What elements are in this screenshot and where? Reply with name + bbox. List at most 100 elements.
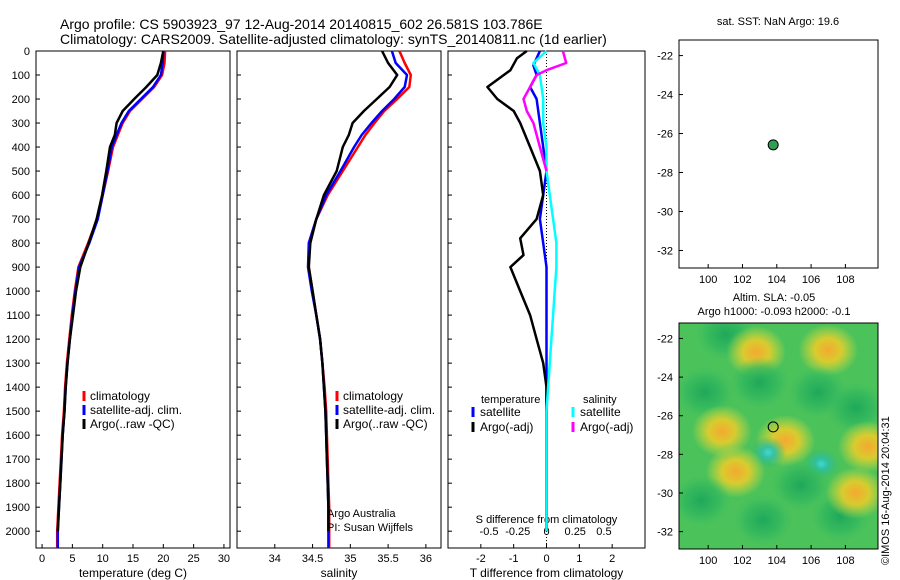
temperature-xtick-label: 5 [69, 553, 75, 565]
sla-map-ytick-label: -32 [657, 527, 673, 539]
sla-map-anomaly-blob [825, 466, 878, 519]
argo-australia-note: Argo Australia [327, 508, 396, 520]
sla-map-field [679, 323, 878, 547]
temperature-xtick-label: 15 [127, 553, 139, 565]
sst-map-xtick-label: 106 [802, 274, 820, 286]
sla-map-anomaly-blob [770, 459, 831, 512]
sst-map-title: sat. SST: NaN Argo: 19.6 [717, 16, 839, 28]
sla-map-anomaly-blob [837, 420, 878, 473]
depth-tick-label: 1700 [6, 454, 30, 466]
sla-map-subtitle: Argo h1000: -0.093 h2000: -0.1 [698, 306, 851, 318]
depth-tick-label: 1400 [6, 382, 30, 394]
sla-map-xtick-label: 104 [768, 555, 786, 567]
depth-tick-label: 1000 [6, 286, 30, 298]
depth-tick-label: 500 [12, 166, 30, 178]
sla-map-ytick-label: -22 [657, 333, 673, 345]
sst-map-background [679, 40, 878, 268]
sla-map-ytick-label: -28 [657, 449, 673, 461]
sla-map-xtick-label: 106 [802, 555, 820, 567]
temperature-legend-label: satellite-adj. clim. [90, 403, 182, 417]
sst-map-ytick-label: -26 [657, 129, 673, 141]
difference-series-line [522, 50, 568, 172]
sla-map-ytick-label: -26 [657, 411, 673, 423]
sst-map-xtick-label: 108 [836, 274, 854, 286]
salinity-xtick-label: 35.5 [377, 553, 398, 565]
salinity-axis-label: salinity [321, 566, 358, 580]
salinity-xtick-label: 36 [420, 553, 432, 565]
depth-tick-label: 1100 [6, 310, 30, 322]
difference-legend-label: Argo(-adj) [580, 420, 633, 434]
difference-xtick-label: -2 [476, 553, 486, 565]
depth-tick-label: 300 [12, 118, 30, 130]
depth-tick-label: 900 [12, 262, 30, 274]
salinity-legend-label: satellite-adj. clim. [343, 403, 435, 417]
salinity-xtick-label: 34 [269, 553, 281, 565]
legend-salinity-title: salinity [583, 394, 617, 406]
difference-legend-label: Argo(-adj) [480, 420, 533, 434]
difference-legend-label: satellite [480, 405, 521, 419]
difference-xtick-label: 2 [609, 553, 615, 565]
sst-map-xtick-label: 100 [699, 274, 717, 286]
sst-map-frame [678, 39, 879, 269]
temperature-axis-label: temperature (deg C) [79, 566, 187, 580]
depth-tick-label: 0 [24, 46, 30, 58]
sst-map-ytick-label: -24 [657, 90, 673, 102]
temperature-xtick-label: 20 [157, 553, 169, 565]
depth-tick-label: 600 [12, 190, 30, 202]
temperature-xtick-label: 25 [188, 553, 200, 565]
imos-timestamp-label: ©IMOS 16-Aug-2014 20:04:31 [880, 416, 892, 565]
sst-map-xtick-label: 104 [768, 274, 786, 286]
salinity-diff-tick-label: 0.25 [565, 526, 586, 538]
temperature-panel-frame [35, 50, 231, 549]
depth-tick-label: 700 [12, 214, 30, 226]
depth-tick-label: 1800 [6, 478, 30, 490]
difference-xtick-label: 1 [576, 553, 582, 565]
temperature-legend-label: Argo(..raw -QC) [90, 417, 175, 431]
salinity-diff-tick-label: -0.5 [480, 526, 499, 538]
sla-map-anomaly-blob [691, 405, 752, 458]
temperature-xtick-label: 0 [39, 553, 45, 565]
depth-tick-label: 800 [12, 238, 30, 250]
sst-map-ytick-label: -32 [657, 245, 673, 257]
legend-temperature-title: temperature [481, 394, 540, 406]
sla-map-ytick-label: -30 [657, 488, 673, 500]
difference-legend-label: satellite [580, 405, 621, 419]
difference-xtick-label: -1 [509, 553, 519, 565]
salinity-legend-label: Argo(..raw -QC) [343, 417, 428, 431]
depth-tick-label: 1300 [6, 358, 30, 370]
salinity-xtick-label: 35 [344, 553, 356, 565]
sst-map-argo-position-marker [767, 139, 779, 151]
difference-axis-label: T difference from climatology [470, 566, 624, 580]
sst-map-ytick-label: -22 [657, 51, 673, 63]
sla-map-frame [678, 322, 879, 550]
depth-tick-label: 1500 [6, 406, 30, 418]
sla-map-anomaly-blob [729, 356, 790, 409]
temperature-xtick-label: 30 [218, 553, 230, 565]
difference-xtick-label: 0 [543, 553, 549, 565]
salinity-xtick-label: 34.5 [302, 553, 323, 565]
depth-tick-label: 1900 [6, 502, 30, 514]
difference-series-line [486, 49, 548, 532]
salinity-legend-label: climatology [343, 389, 403, 403]
sst-map-xtick-label: 102 [733, 274, 751, 286]
sla-map-anomaly-blob [733, 494, 793, 547]
temperature-xtick-label: 10 [97, 553, 109, 565]
sla-map-anomaly-blob [798, 324, 859, 377]
header-line-2: Climatology: CARS2009. Satellite-adjuste… [60, 31, 607, 47]
salinity-diff-tick-label: 0.5 [596, 526, 611, 538]
sst-map-ytick-label: -28 [657, 168, 673, 180]
pi-name-note: PI: Susan Wijffels [327, 522, 413, 534]
temperature-series-line [56, 50, 165, 532]
sla-map-argo-position-marker [767, 421, 779, 433]
header-line-1: Argo profile: CS 5903923_97 12-Aug-2014 … [60, 16, 543, 32]
depth-tick-label: 400 [12, 142, 30, 154]
difference-series-line [532, 50, 558, 532]
sla-map-title: Altim. SLA: -0.05 [733, 292, 816, 304]
sla-map-xtick-label: 100 [699, 555, 717, 567]
depth-tick-label: 200 [12, 94, 30, 106]
temperature-legend-label: climatology [90, 389, 150, 403]
salinity-panel-frame [236, 50, 442, 549]
sla-map-xtick-label: 102 [733, 555, 751, 567]
depth-tick-label: 100 [12, 70, 30, 82]
